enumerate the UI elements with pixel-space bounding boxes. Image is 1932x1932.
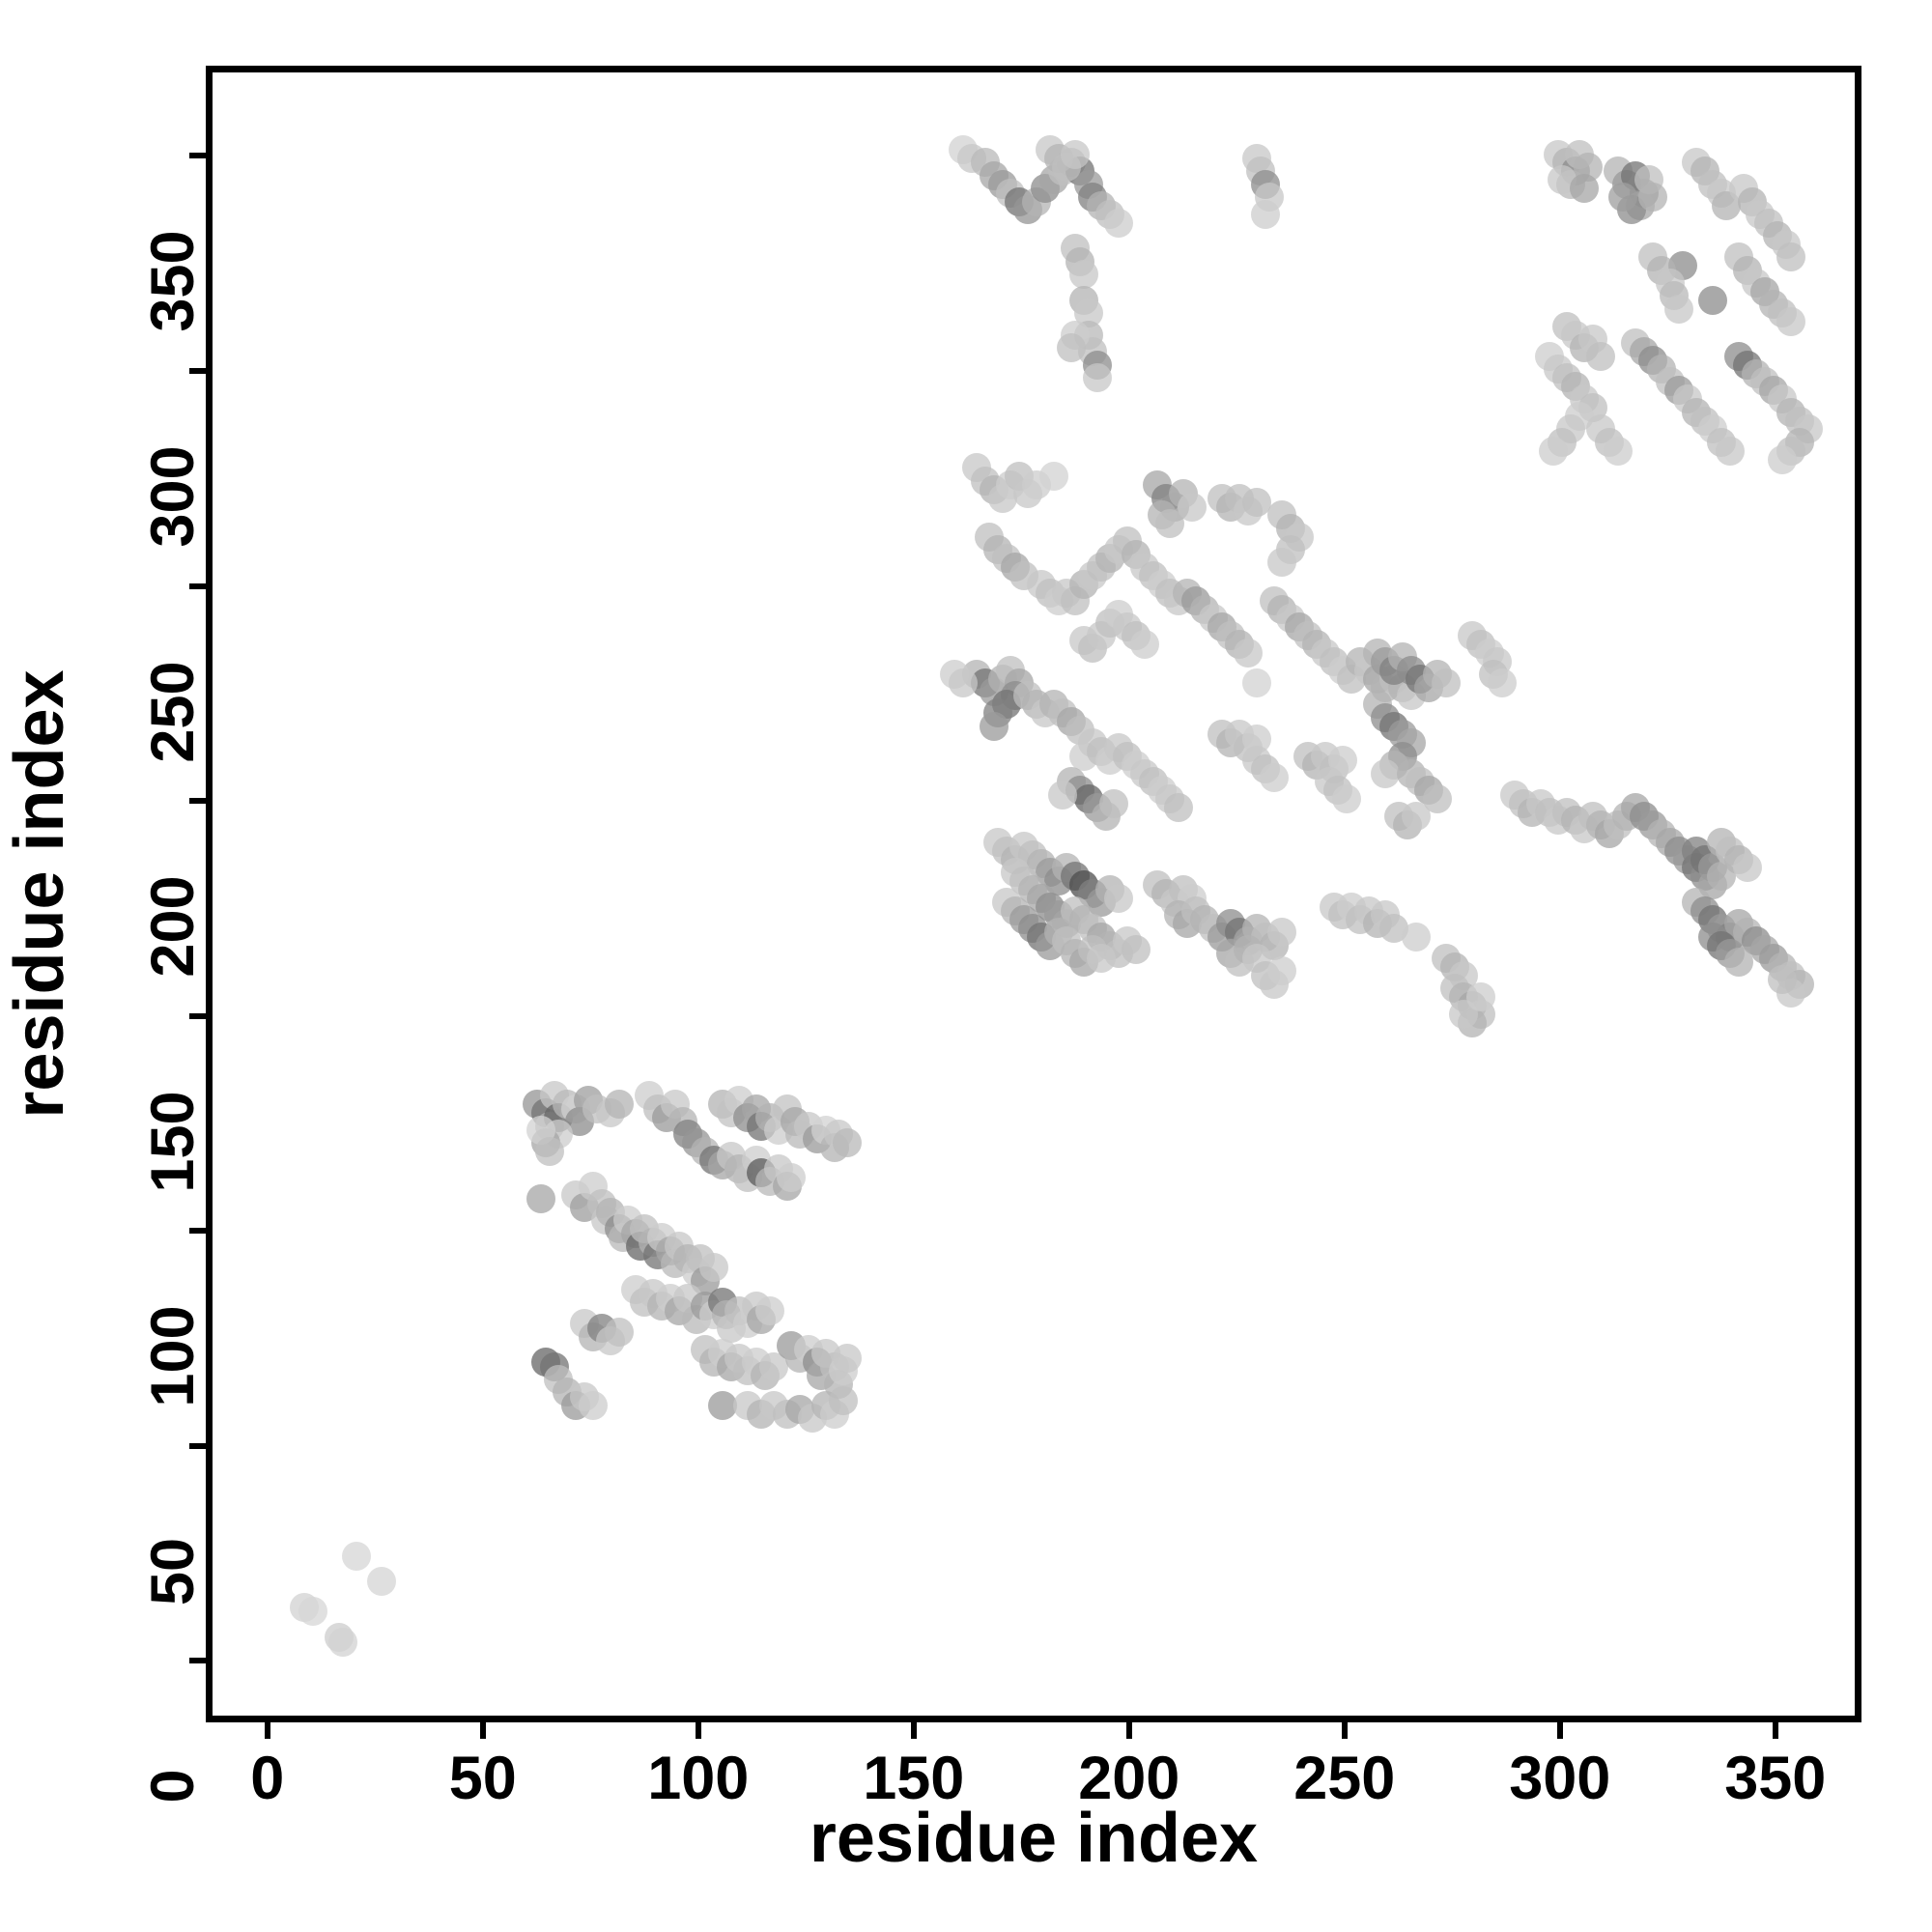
x-tick-label: 150: [863, 1745, 965, 1812]
scatter-point: [828, 1386, 858, 1416]
scatter-point: [1082, 363, 1112, 393]
scatter-point: [367, 1567, 397, 1597]
scatter-point: [1103, 883, 1133, 913]
scatter-point: [707, 1390, 737, 1420]
scatter-point: [1767, 444, 1797, 474]
y-tick-mark: [189, 582, 206, 589]
y-tick-mark: [189, 1228, 206, 1235]
scatter-point: [1164, 793, 1194, 823]
scatter-point: [1056, 332, 1086, 362]
x-tick-label: 0: [250, 1745, 285, 1812]
y-tick-mark: [189, 1442, 206, 1449]
scatter-point: [979, 711, 1009, 741]
scatter-point: [1586, 341, 1616, 371]
scatter-point: [578, 1390, 608, 1420]
scatter-point: [1724, 948, 1754, 978]
scatter-point: [1465, 981, 1495, 1011]
scatter-point: [1087, 943, 1117, 973]
scatter-point: [1241, 488, 1271, 518]
scatter-point: [1099, 788, 1129, 818]
scatter-point: [604, 1318, 634, 1348]
scatter-point: [1767, 965, 1797, 995]
y-tick-label: 0: [139, 1769, 207, 1804]
scatter-point: [535, 1137, 565, 1167]
scatter-point: [1267, 956, 1297, 986]
scatter-point: [1267, 918, 1297, 948]
y-tick-mark: [189, 153, 206, 159]
y-tick-mark: [189, 1012, 206, 1019]
scatter-point: [1487, 668, 1517, 698]
scatter-point: [1241, 668, 1271, 698]
scatter-point: [1776, 242, 1805, 272]
scatter-point: [1039, 462, 1069, 492]
x-tick-mark: [910, 1722, 917, 1739]
scatter-point: [1250, 199, 1280, 229]
scatter-point: [341, 1541, 371, 1571]
scatter-point: [1267, 548, 1297, 578]
scatter-point: [949, 668, 979, 698]
scatter-point: [1155, 509, 1185, 539]
scatter-point: [1061, 139, 1091, 169]
scatter-point: [776, 1162, 806, 1192]
scatter-point: [1569, 174, 1599, 204]
scatter-point: [1332, 784, 1362, 814]
x-tick-mark: [695, 1722, 701, 1739]
scatter-points-layer: [213, 72, 1855, 1716]
x-tick-mark: [1341, 1722, 1348, 1739]
y-axis-label: residue index: [1, 669, 78, 1119]
x-tick-mark: [264, 1722, 270, 1739]
scatter-point: [1121, 935, 1151, 965]
x-tick-mark: [1556, 1722, 1563, 1739]
scatter-point: [604, 1090, 634, 1120]
scatter-point: [298, 1597, 327, 1627]
y-tick-label: 250: [139, 661, 207, 763]
scatter-point: [1604, 436, 1634, 466]
y-tick-mark: [189, 1658, 206, 1664]
scatter-point: [1129, 629, 1159, 659]
x-tick-mark: [479, 1722, 486, 1739]
scatter-point: [1069, 260, 1099, 290]
scatter-point: [1259, 762, 1289, 792]
scatter-point: [754, 1295, 784, 1325]
x-axis-label: residue index: [809, 1800, 1259, 1877]
x-tick-mark: [1125, 1722, 1132, 1739]
scatter-point: [1401, 802, 1431, 832]
scatter-point: [526, 1184, 556, 1214]
scatter-point: [1663, 294, 1693, 324]
scatter-point: [1698, 285, 1728, 315]
y-tick-label: 100: [139, 1305, 207, 1407]
y-tick-label: 350: [139, 230, 207, 333]
scatter-point: [1716, 436, 1746, 466]
scatter-point: [1539, 436, 1569, 466]
x-tick-label: 250: [1293, 1745, 1396, 1812]
y-tick-label: 300: [139, 445, 207, 548]
x-tick-label: 300: [1509, 1745, 1611, 1812]
scatter-point: [1233, 638, 1263, 668]
x-tick-label: 350: [1724, 1745, 1827, 1812]
scatter-point: [1733, 853, 1763, 883]
scatter-point: [1401, 922, 1431, 952]
x-tick-label: 200: [1078, 1745, 1180, 1812]
scatter-point: [1371, 758, 1401, 788]
plot-area: [206, 66, 1861, 1722]
scatter-point: [1047, 780, 1077, 810]
y-tick-mark: [189, 368, 206, 375]
scatter-point: [698, 1253, 728, 1283]
scatter-point: [1637, 183, 1667, 213]
x-tick-mark: [1772, 1722, 1778, 1739]
scatter-point: [1431, 668, 1461, 698]
scatter-point: [832, 1128, 862, 1158]
scatter-point: [832, 1343, 862, 1373]
scatter-point: [1103, 208, 1133, 238]
y-tick-label: 50: [139, 1537, 207, 1605]
scatter-point: [328, 1627, 358, 1657]
x-tick-label: 100: [647, 1745, 750, 1812]
y-tick-mark: [189, 798, 206, 805]
scatter-point: [1607, 183, 1637, 213]
y-tick-label: 200: [139, 875, 207, 978]
y-tick-label: 150: [139, 1091, 207, 1193]
scatter-point: [1776, 307, 1805, 337]
x-tick-label: 50: [448, 1745, 517, 1812]
